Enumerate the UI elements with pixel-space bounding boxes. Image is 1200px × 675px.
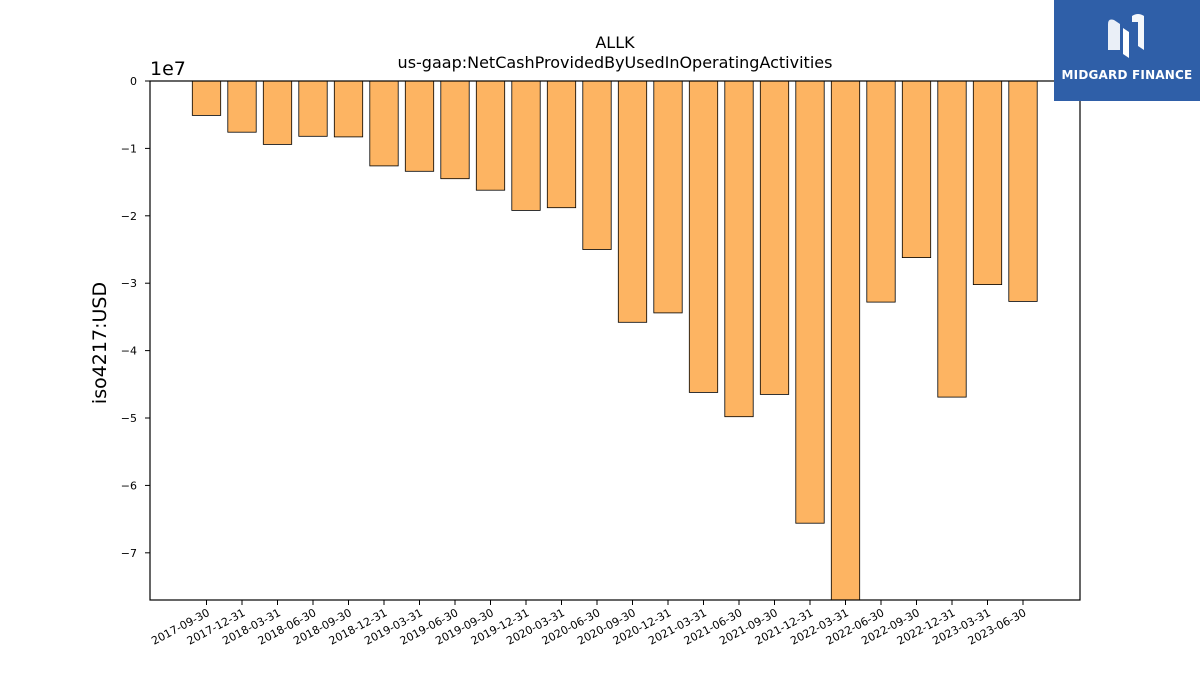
bar-2023-06-30 [1008,80,1038,302]
bar-2022-12-31 [937,80,967,398]
bar-2020-12-31 [653,80,683,314]
bar-2020-09-30 [617,80,648,323]
bar-2021-06-30 [724,80,754,418]
chart-subtitle: us-gaap:NetCashProvidedByUsedInOperating… [398,53,833,72]
y-tick-label: −3 [121,277,137,290]
bar-2018-09-30 [333,80,364,138]
bar-2020-03-31 [546,80,577,209]
y-axis-label: iso4217:USD [89,282,111,404]
bar-2021-09-30 [759,80,790,395]
bar-2017-12-31 [227,80,257,133]
bar-2020-06-30 [582,80,612,250]
y-offset-label: 1e7 [150,58,186,80]
bar-2021-12-31 [795,80,825,524]
bar-2018-03-31 [262,80,293,145]
bar-2019-03-31 [404,80,435,172]
y-tick-label: −6 [121,479,137,492]
bar-2022-06-30 [866,80,896,303]
plot-frame [149,80,1081,601]
y-tick-label: −5 [121,412,137,425]
brand-name: MIDGARD FINANCE [1061,68,1193,82]
bar-2018-06-30 [298,80,328,137]
y-tick-label: −7 [121,547,137,560]
bar-2018-12-31 [369,80,399,167]
y-tick-label: −2 [121,210,137,223]
bar-2022-03-31 [830,80,861,601]
bar-2017-09-30 [191,80,222,116]
bar-2019-12-31 [511,80,541,211]
y-tick-label: −1 [121,142,137,155]
bar-2022-09-30 [901,80,932,259]
bar-2023-03-31 [972,80,1003,286]
y-tick-label: −4 [121,345,137,358]
bar-2019-09-30 [475,80,506,191]
midgard-logo-icon [1108,14,1144,58]
bar-2019-06-30 [440,80,470,180]
chart-title: ALLK [595,33,635,52]
bar-2021-03-31 [688,80,719,393]
y-tick-label: 0 [130,75,137,88]
